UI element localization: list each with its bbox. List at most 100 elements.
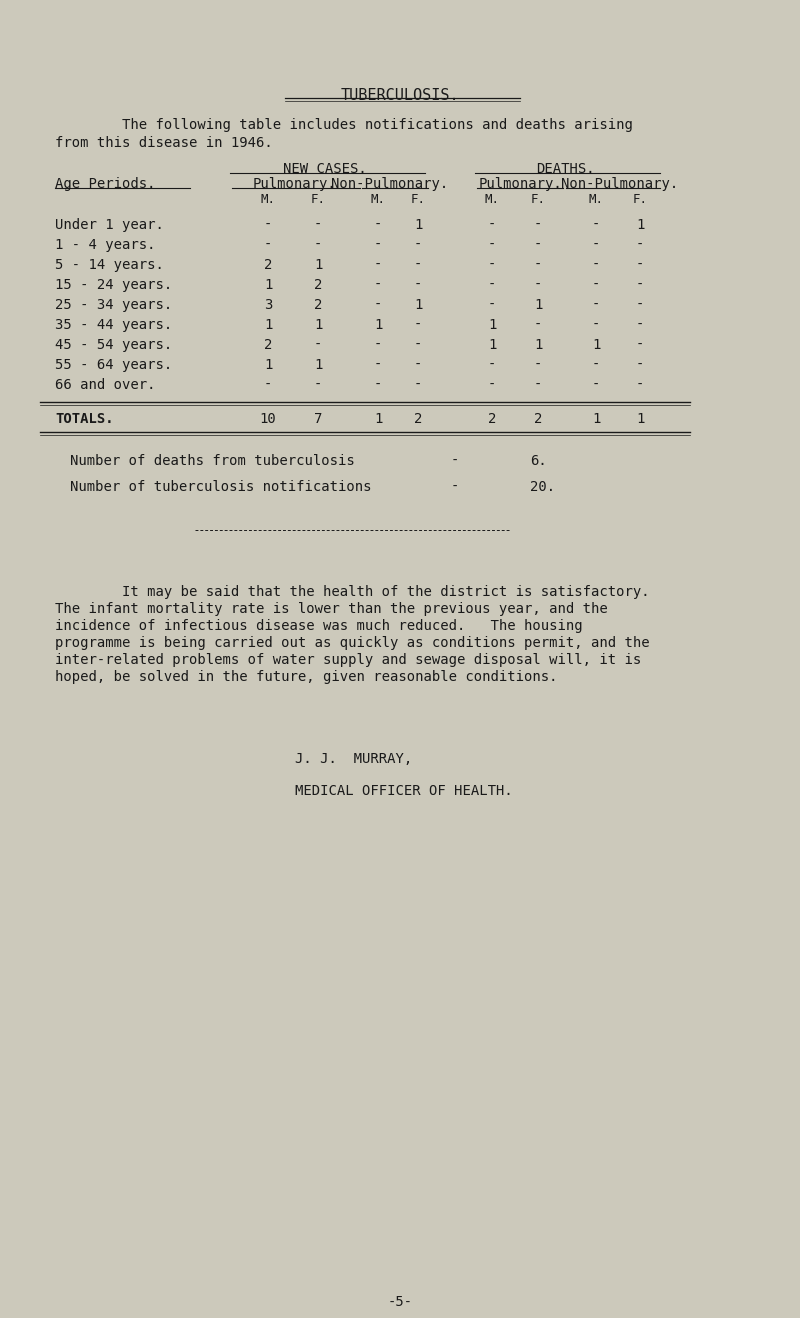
Text: 45 - 54 years.: 45 - 54 years. xyxy=(55,337,172,352)
Text: 55 - 64 years.: 55 - 64 years. xyxy=(55,358,172,372)
Text: 20.: 20. xyxy=(530,480,555,494)
Text: -: - xyxy=(592,217,600,232)
Text: DEATHS.: DEATHS. xyxy=(536,162,594,177)
Text: 10: 10 xyxy=(260,413,276,426)
Text: J. J.  MURRAY,: J. J. MURRAY, xyxy=(295,753,412,766)
Text: 1 - 4 years.: 1 - 4 years. xyxy=(55,239,155,252)
Text: -: - xyxy=(451,480,459,494)
Text: 15 - 24 years.: 15 - 24 years. xyxy=(55,278,172,293)
Text: 1: 1 xyxy=(534,298,542,312)
Text: -: - xyxy=(592,358,600,372)
Text: -: - xyxy=(636,298,644,312)
Text: -: - xyxy=(534,217,542,232)
Text: 1: 1 xyxy=(488,318,496,332)
Text: -: - xyxy=(451,453,459,468)
Text: -: - xyxy=(414,378,422,391)
Text: -: - xyxy=(374,358,382,372)
Text: 7: 7 xyxy=(314,413,322,426)
Text: F.: F. xyxy=(633,192,647,206)
Text: MEDICAL OFFICER OF HEALTH.: MEDICAL OFFICER OF HEALTH. xyxy=(295,784,513,797)
Text: -5-: -5- xyxy=(387,1296,413,1309)
Text: 1: 1 xyxy=(264,318,272,332)
Text: 1: 1 xyxy=(314,258,322,272)
Text: 2: 2 xyxy=(264,337,272,352)
Text: TOTALS.: TOTALS. xyxy=(55,413,114,426)
Text: -: - xyxy=(414,337,422,352)
Text: -: - xyxy=(314,378,322,391)
Text: -: - xyxy=(488,258,496,272)
Text: -: - xyxy=(534,278,542,293)
Text: -: - xyxy=(488,298,496,312)
Text: -: - xyxy=(534,318,542,332)
Text: M.: M. xyxy=(485,192,499,206)
Text: -: - xyxy=(534,239,542,252)
Text: M.: M. xyxy=(370,192,386,206)
Text: -: - xyxy=(488,217,496,232)
Text: from this disease in 1946.: from this disease in 1946. xyxy=(55,136,273,150)
Text: 25 - 34 years.: 25 - 34 years. xyxy=(55,298,172,312)
Text: The following table includes notifications and deaths arising: The following table includes notificatio… xyxy=(55,119,633,132)
Text: -: - xyxy=(374,258,382,272)
Text: 2: 2 xyxy=(488,413,496,426)
Text: -: - xyxy=(414,358,422,372)
Text: 1: 1 xyxy=(592,413,600,426)
Text: Number of deaths from tuberculosis: Number of deaths from tuberculosis xyxy=(70,453,354,468)
Text: -: - xyxy=(488,278,496,293)
Text: -: - xyxy=(314,239,322,252)
Text: -: - xyxy=(534,378,542,391)
Text: -: - xyxy=(636,358,644,372)
Text: 1: 1 xyxy=(264,358,272,372)
Text: -: - xyxy=(488,378,496,391)
Text: -: - xyxy=(414,318,422,332)
Text: 3: 3 xyxy=(264,298,272,312)
Text: -: - xyxy=(488,239,496,252)
Text: -: - xyxy=(534,258,542,272)
Text: F.: F. xyxy=(310,192,326,206)
Text: NEW CASES.: NEW CASES. xyxy=(283,162,367,177)
Text: programme is being carried out as quickly as conditions permit, and the: programme is being carried out as quickl… xyxy=(55,637,650,650)
Text: -: - xyxy=(374,337,382,352)
Text: -: - xyxy=(314,337,322,352)
Text: 1: 1 xyxy=(534,337,542,352)
Text: F.: F. xyxy=(530,192,546,206)
Text: -: - xyxy=(636,258,644,272)
Text: M.: M. xyxy=(261,192,275,206)
Text: Non-Pulmonary.: Non-Pulmonary. xyxy=(331,177,449,191)
Text: -: - xyxy=(374,298,382,312)
Text: Non-Pulmonary.: Non-Pulmonary. xyxy=(562,177,678,191)
Text: -: - xyxy=(374,278,382,293)
Text: -: - xyxy=(414,278,422,293)
Text: incidence of infectious disease was much reduced.   The housing: incidence of infectious disease was much… xyxy=(55,619,582,633)
Text: 1: 1 xyxy=(374,413,382,426)
Text: -: - xyxy=(592,378,600,391)
Text: 2: 2 xyxy=(314,278,322,293)
Text: Pulmonary.: Pulmonary. xyxy=(478,177,562,191)
Text: -: - xyxy=(264,239,272,252)
Text: 1: 1 xyxy=(414,298,422,312)
Text: Under 1 year.: Under 1 year. xyxy=(55,217,164,232)
Text: F.: F. xyxy=(410,192,426,206)
Text: -: - xyxy=(636,337,644,352)
Text: 1: 1 xyxy=(636,413,644,426)
Text: inter-related problems of water supply and sewage disposal will, it is: inter-related problems of water supply a… xyxy=(55,652,642,667)
Text: Age Periods.: Age Periods. xyxy=(55,177,155,191)
Text: -: - xyxy=(636,278,644,293)
Text: 2: 2 xyxy=(264,258,272,272)
Text: -: - xyxy=(414,258,422,272)
Text: 1: 1 xyxy=(314,358,322,372)
Text: -: - xyxy=(264,378,272,391)
Text: 1: 1 xyxy=(414,217,422,232)
Text: -: - xyxy=(488,358,496,372)
Text: 35 - 44 years.: 35 - 44 years. xyxy=(55,318,172,332)
Text: 1: 1 xyxy=(374,318,382,332)
Text: -: - xyxy=(374,378,382,391)
Text: 2: 2 xyxy=(534,413,542,426)
Text: TUBERCULOSIS.: TUBERCULOSIS. xyxy=(341,88,459,103)
Text: 1: 1 xyxy=(592,337,600,352)
Text: -: - xyxy=(636,318,644,332)
Text: Number of tuberculosis notifications: Number of tuberculosis notifications xyxy=(70,480,371,494)
Text: -: - xyxy=(592,278,600,293)
Text: 2: 2 xyxy=(414,413,422,426)
Text: 6.: 6. xyxy=(530,453,546,468)
Text: -: - xyxy=(592,318,600,332)
